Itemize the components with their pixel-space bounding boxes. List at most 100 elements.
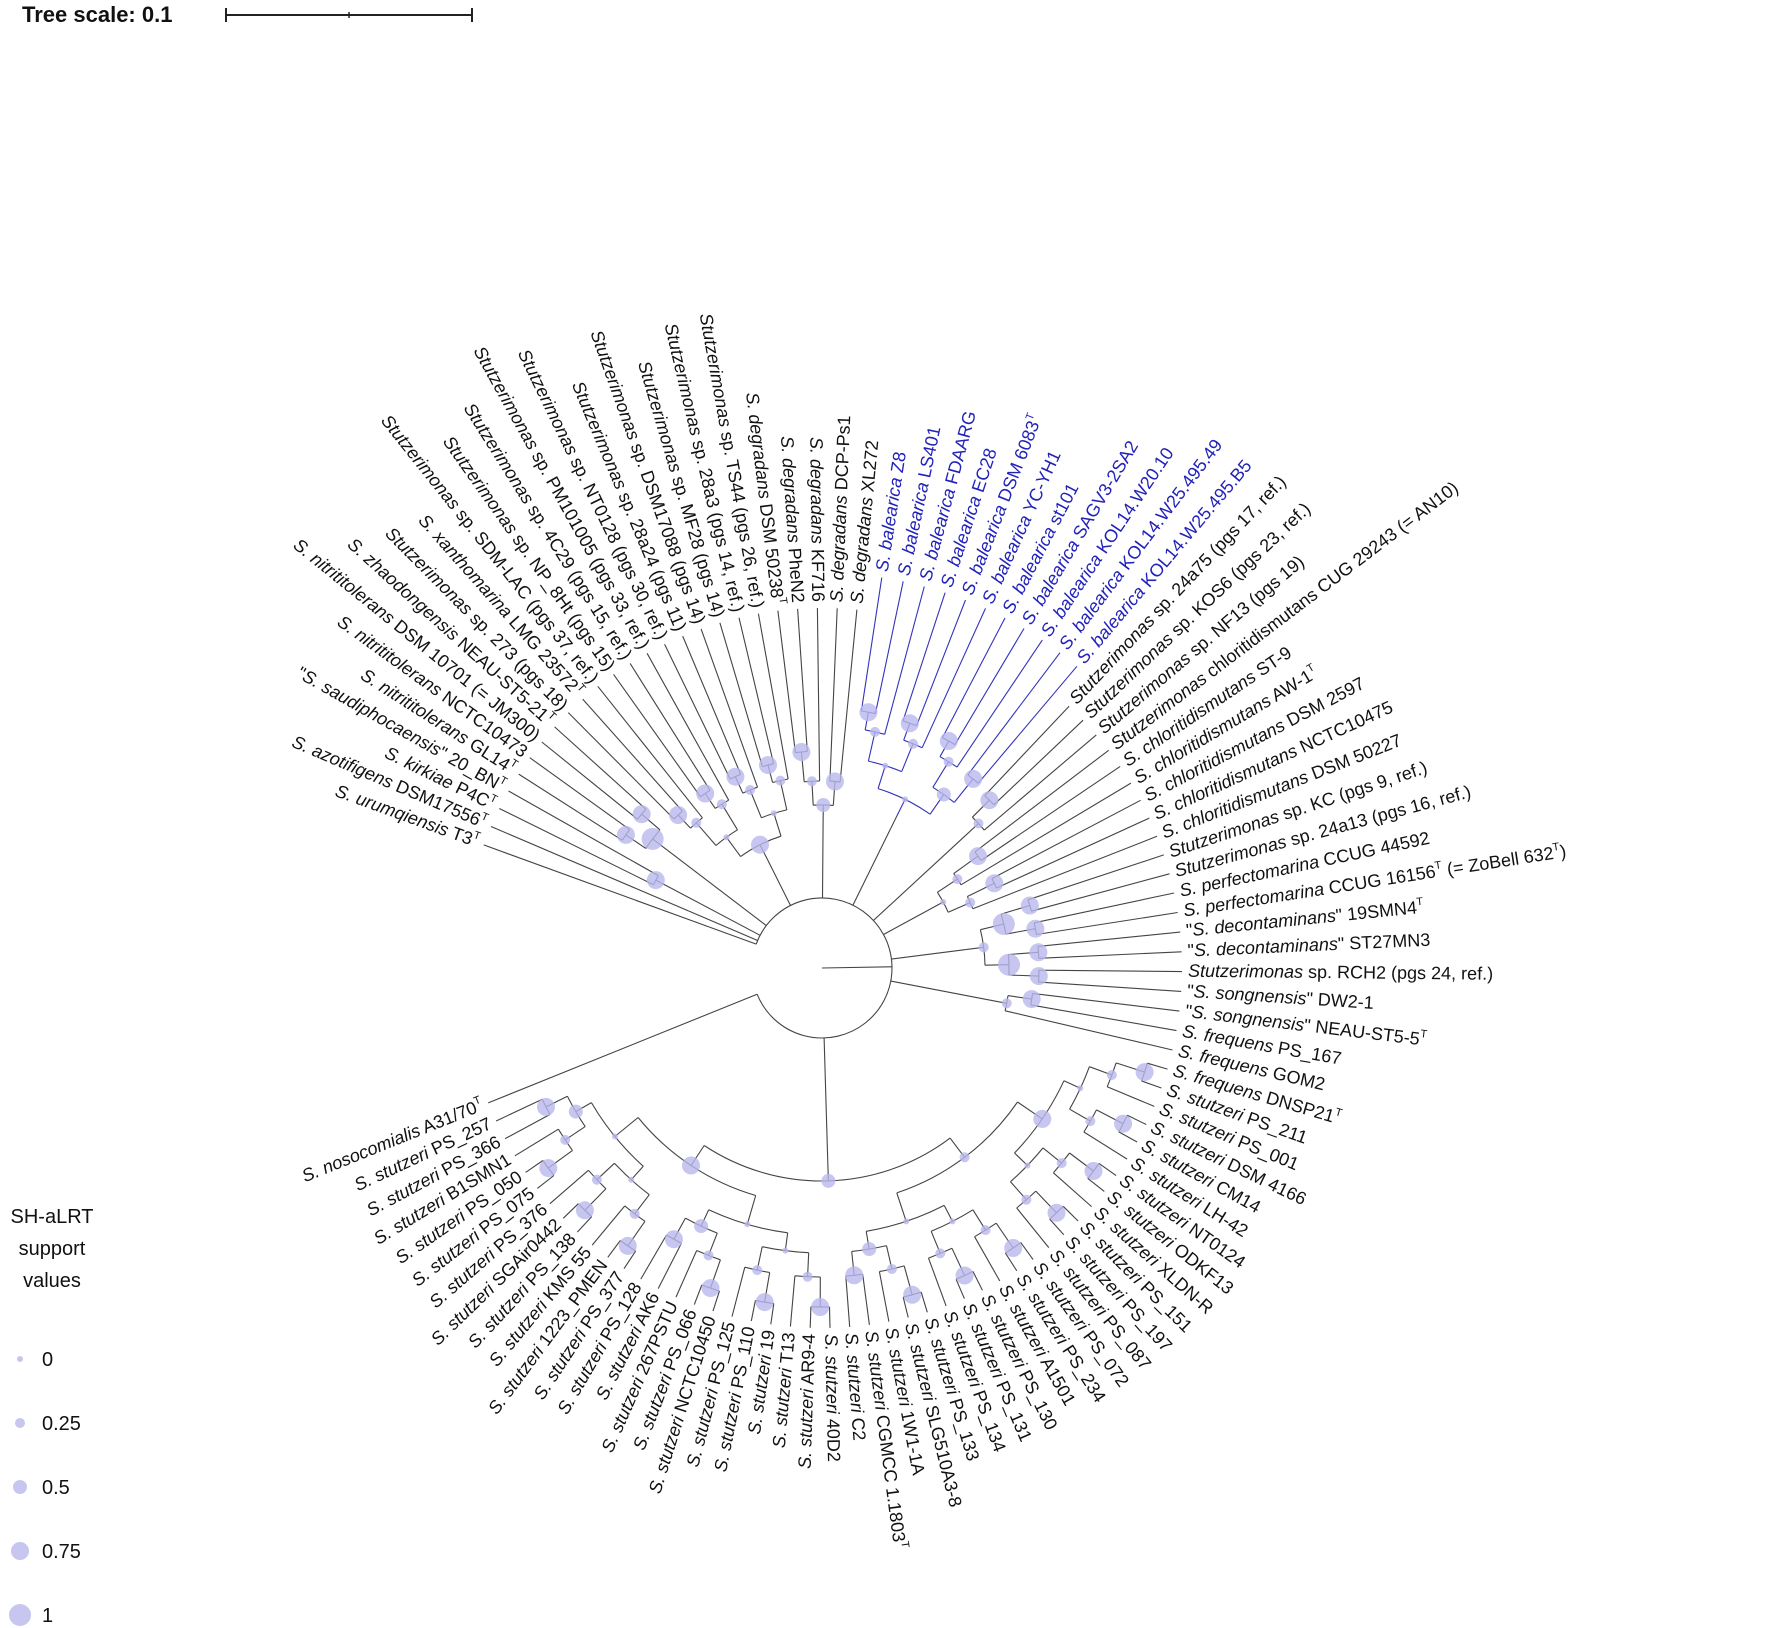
legend-marker: [17, 1356, 23, 1362]
leaf-branch: [1127, 1114, 1147, 1125]
internal-branch: [779, 780, 788, 811]
leaf-branch: [1147, 1062, 1168, 1070]
legend-value-label: 0.75: [42, 1541, 81, 1563]
leaf-branch: [719, 622, 763, 767]
legend-title-line-1: SH-aLRT: [11, 1206, 94, 1228]
leaf-branch: [757, 613, 789, 780]
leaf-branch: [942, 617, 1006, 738]
leaf-branch: [490, 825, 689, 912]
leaf-branch: [640, 1234, 667, 1280]
support-node: [811, 1298, 830, 1316]
leaf-branch: [1036, 911, 1178, 936]
support-node: [859, 703, 878, 722]
leaf-branch: [816, 607, 821, 782]
leaf-branch: [789, 1275, 796, 1327]
leaf-branch: [972, 835, 1158, 910]
leaf-branch: [809, 1306, 812, 1328]
support-legend: SH-aLRT support values 0 0.25 0.5 0.75 1: [9, 1206, 94, 1627]
leaf-branch: [731, 1267, 746, 1317]
internal-branch: [1014, 1152, 1028, 1166]
clade-branch: [873, 835, 966, 921]
support-node: [664, 1230, 683, 1249]
support-node: [908, 738, 918, 749]
tip-label: S. degradans DCP-Ps1: [826, 415, 854, 603]
leaf-branch: [1106, 1086, 1155, 1107]
support-node: [641, 827, 664, 850]
clade-branch: [890, 980, 990, 1001]
leaf-branch: [1020, 1242, 1034, 1260]
support-node: [870, 726, 880, 737]
support-node: [744, 1221, 751, 1228]
leaf-branch: [862, 1274, 870, 1325]
support-node: [943, 756, 954, 767]
tip-label: S. degradans PheN2: [777, 435, 808, 603]
internal-branch: [943, 1205, 953, 1222]
support-node: [1001, 998, 1012, 1009]
support-node: [939, 732, 958, 750]
leaf-branch: [1004, 1010, 1173, 1051]
leaf-branch: [921, 608, 987, 748]
support-node: [1024, 1162, 1031, 1169]
leaf-branch: [1062, 1205, 1079, 1222]
leaf-branch: [613, 674, 701, 798]
leaf-branch: [487, 1012, 711, 1104]
support-node: [1026, 919, 1045, 938]
support-node: [978, 942, 989, 953]
legend-items: 0 0.25 0.5 0.75 1: [9, 1349, 81, 1627]
support-node: [1022, 990, 1041, 1009]
support-node: [1004, 1239, 1023, 1257]
leaf-branch: [955, 1279, 965, 1299]
leaf-branch: [1141, 1080, 1162, 1089]
leaf-branch: [797, 608, 808, 752]
leaf-branch: [884, 586, 925, 735]
support-node: [568, 1104, 583, 1119]
leaf-branch: [536, 1175, 555, 1189]
support-node: [965, 897, 976, 908]
support-node: [973, 818, 984, 829]
leaf-branch: [712, 1290, 720, 1312]
leaf-branch: [554, 726, 647, 810]
leaf-branch: [927, 1257, 947, 1307]
tree-scale: Tree scale: 0.1: [22, 2, 473, 27]
leaf-branch: [845, 1276, 851, 1327]
clade-branch: [671, 888, 761, 936]
support-node: [1135, 1063, 1154, 1082]
support-node: [716, 799, 727, 810]
leaf-branch: [954, 628, 1025, 745]
clade-branch: [666, 849, 767, 927]
leaf-branch: [974, 749, 1110, 853]
internal-branch: [746, 1195, 757, 1225]
tip-label: S. stutzeri AR9-4: [794, 1333, 818, 1469]
support-node: [759, 756, 777, 775]
support-node: [862, 1242, 877, 1257]
leaf-branch: [1098, 1162, 1117, 1177]
support-node: [935, 1248, 946, 1259]
support-node: [694, 1219, 709, 1234]
leaf-branch: [657, 1242, 682, 1289]
legend-title-line-2: support: [19, 1238, 86, 1260]
support-node: [792, 743, 811, 761]
support-node: [900, 714, 919, 733]
leaf-branch: [960, 782, 1132, 886]
leaf-branch: [597, 685, 703, 819]
leaf-branch: [549, 1169, 589, 1205]
support-node: [703, 1250, 714, 1261]
leaf-branch: [991, 799, 1141, 880]
leaf-branch: [576, 1216, 593, 1233]
support-node: [775, 775, 786, 786]
leaf-branch: [541, 741, 638, 820]
clade-branch: [891, 949, 966, 960]
clade-branch: [709, 926, 757, 945]
support-node: [1056, 1158, 1067, 1169]
support-node: [628, 1176, 635, 1183]
clade-branch: [883, 910, 928, 935]
support-node: [955, 1266, 974, 1285]
legend-marker: [9, 1604, 31, 1626]
internal-branch: [877, 765, 886, 789]
support-node: [821, 1173, 836, 1188]
support-node: [903, 1218, 910, 1225]
internal-branch: [901, 743, 914, 772]
leaf-branch: [1038, 951, 1182, 959]
